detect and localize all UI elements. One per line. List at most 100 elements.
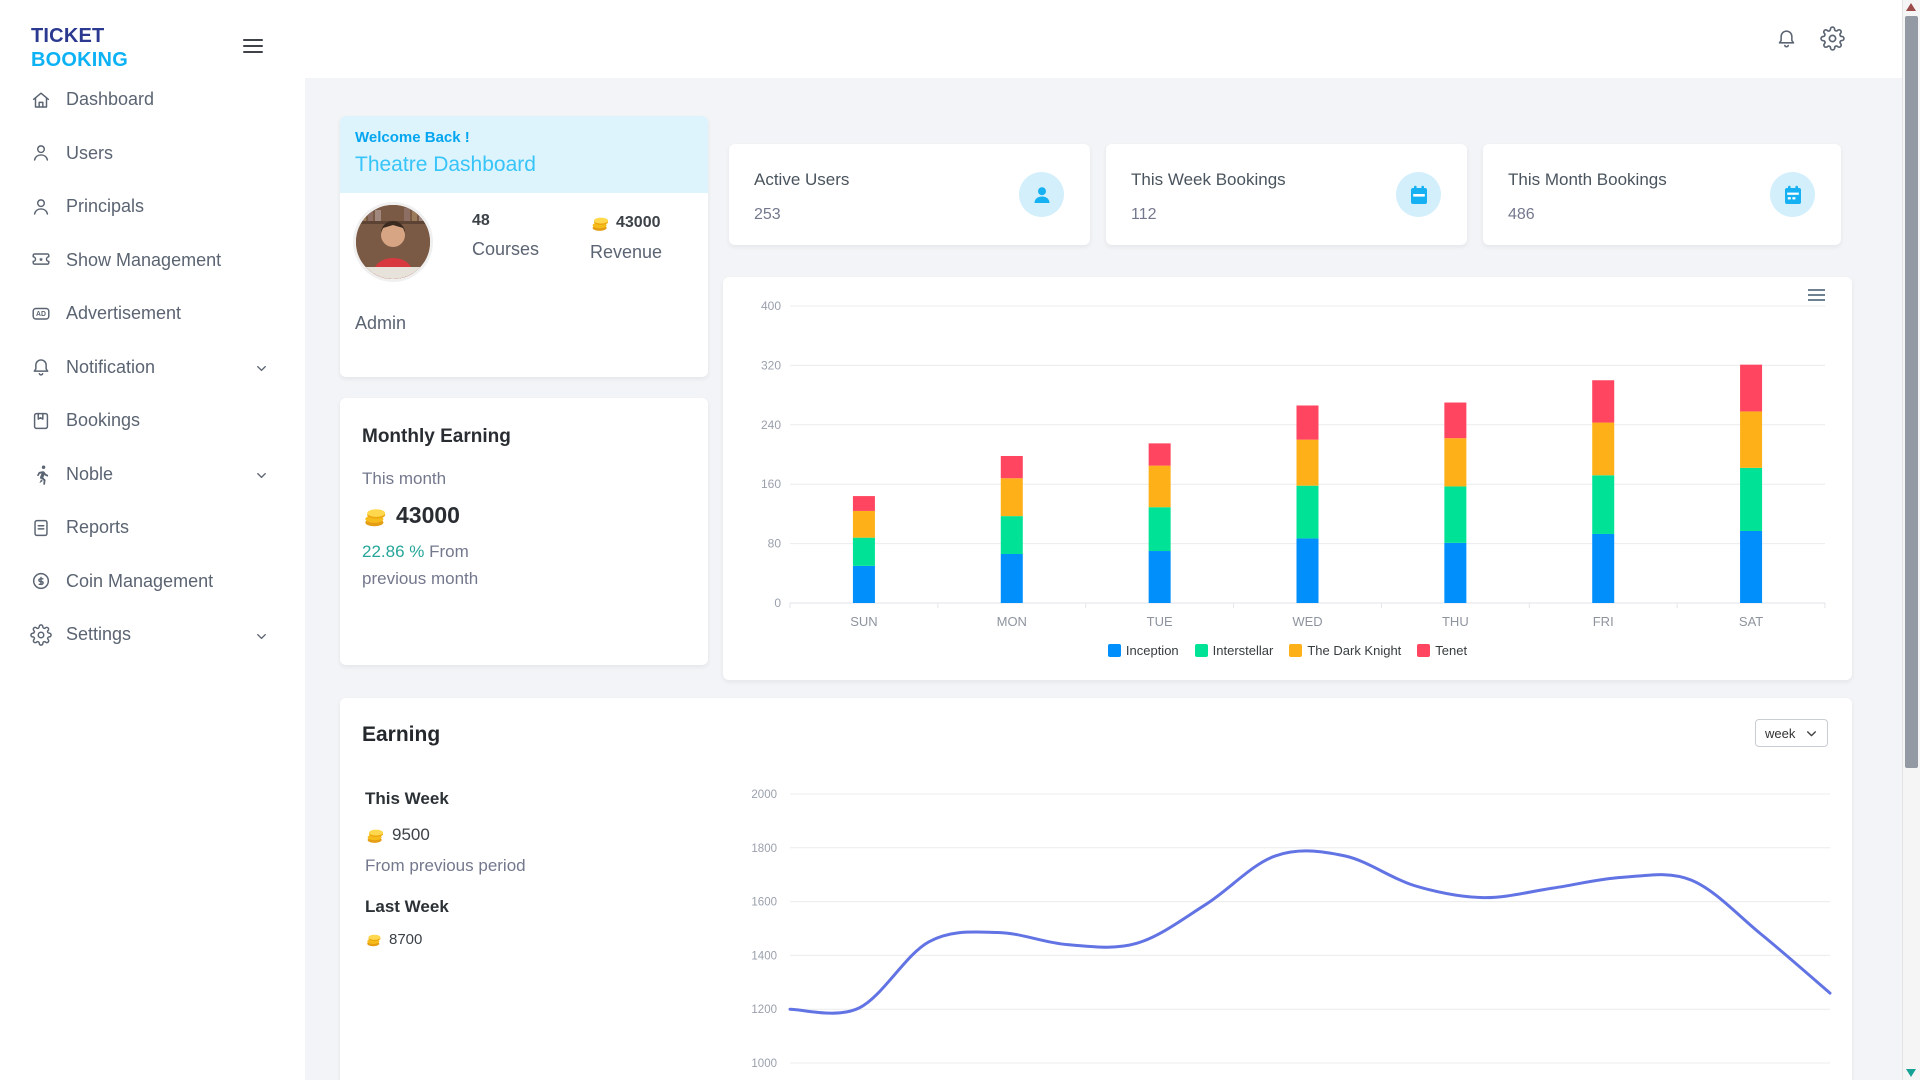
chart-legend: Inception Interstellar The Dark Knight Tene…	[723, 643, 1852, 658]
bar-segment-inception[interactable]	[1592, 533, 1615, 603]
sidebar-item-label: Settings	[66, 624, 132, 645]
home-icon	[32, 92, 50, 108]
bar-segment-the-dark-knight[interactable]	[852, 510, 875, 538]
notifications-bell-icon[interactable]	[1775, 27, 1798, 55]
bar-segment-the-dark-knight[interactable]	[1148, 465, 1171, 508]
bar-segment-the-dark-knight[interactable]	[1000, 478, 1023, 517]
sidebar-item-notification[interactable]: Notification	[0, 341, 305, 395]
bar-segment-inception[interactable]	[1148, 551, 1171, 603]
coins-icon	[365, 824, 386, 845]
bar-segment-inception[interactable]	[1000, 553, 1023, 603]
legend-label: The Dark Knight	[1307, 643, 1402, 658]
sidebar-item-coin-management[interactable]: Coin Management	[0, 555, 305, 609]
user-icon	[33, 198, 49, 215]
change-text: From previous month	[362, 542, 479, 588]
stat-value: 112	[1131, 206, 1157, 223]
stat-title: This Week Bookings	[1131, 170, 1286, 189]
sidebar-item-principals[interactable]: Principals	[0, 180, 305, 234]
bar-y-tick: 0	[774, 596, 781, 610]
bar-segment-interstellar[interactable]	[852, 537, 875, 566]
bar-segment-inception[interactable]	[852, 565, 875, 603]
sidebar-item-advertisement[interactable]: AD Advertisement	[0, 287, 305, 341]
bar-segment-the-dark-knight[interactable]	[1740, 411, 1763, 468]
bar-segment-interstellar[interactable]	[1296, 485, 1319, 539]
bar-y-tick: 320	[761, 358, 781, 372]
legend-item-inception[interactable]: Inception	[1107, 643, 1179, 658]
legend-swatch	[1289, 644, 1303, 657]
weekly-bookings-chart-card: 0 80 160 240 320 400 SUN MON TUE WED THU FRI SAT Inc…	[723, 277, 1852, 680]
earning-range-selector[interactable]: week	[1755, 719, 1828, 747]
line-y-tick: 1600	[751, 897, 777, 909]
bell-icon	[33, 359, 49, 376]
bar-segment-tenet[interactable]	[852, 496, 875, 511]
legend-label: Tenet	[1435, 643, 1468, 658]
bar-segment-tenet[interactable]	[1000, 455, 1023, 479]
legend-item-tenet[interactable]: Tenet	[1417, 643, 1467, 658]
bar-segment-inception[interactable]	[1740, 530, 1763, 603]
bar-segment-tenet[interactable]	[1148, 443, 1171, 466]
earning-card: Earning week This Week 9500 From previou…	[340, 698, 1852, 1080]
bar-segment-tenet[interactable]	[1296, 405, 1319, 440]
bar-segment-interstellar[interactable]	[1444, 486, 1467, 543]
bar-x-label: WED	[1292, 614, 1322, 629]
bar-segment-interstellar[interactable]	[1148, 507, 1171, 552]
bar-segment-tenet[interactable]	[1740, 364, 1763, 412]
settings-gear-icon[interactable]	[1820, 26, 1845, 56]
earning-title: Earning	[362, 723, 441, 746]
bar-segment-interstellar[interactable]	[1000, 516, 1023, 554]
calendar-month-icon	[1784, 185, 1801, 204]
bar-segment-the-dark-knight[interactable]	[1296, 439, 1319, 486]
chevron-down-icon	[257, 473, 266, 479]
sidebar-item-dashboard[interactable]: Dashboard	[0, 73, 305, 127]
gear-icon	[1820, 26, 1845, 51]
chevron-down-icon	[1807, 730, 1816, 736]
bar-segment-inception[interactable]	[1296, 538, 1319, 603]
legend-swatch	[1417, 644, 1431, 657]
bell-icon	[1778, 30, 1795, 48]
bar-segment-interstellar[interactable]	[1592, 475, 1615, 534]
scroll-up-arrow-icon[interactable]	[1906, 3, 1916, 11]
this-week-earning: This Week 9500 From previous period	[365, 789, 526, 876]
bar-x-label: SUN	[850, 614, 877, 629]
sidebar-item-label: Noble	[66, 463, 114, 484]
scroll-down-arrow-icon[interactable]	[1906, 1069, 1916, 1077]
scrollbar[interactable]	[1902, 0, 1920, 1080]
stat-card-this-month-bookings: This Month Bookings 486	[1483, 144, 1841, 245]
user-filled-icon	[1034, 186, 1049, 203]
bar-x-label: MON	[997, 614, 1027, 629]
scrollbar-thumb[interactable]	[1905, 16, 1918, 768]
coin-circle-icon	[32, 573, 50, 590]
sidebar-item-show-management[interactable]: Show Management	[0, 234, 305, 288]
earning-line-series	[788, 849, 1832, 1015]
bar-segment-the-dark-knight[interactable]	[1444, 438, 1467, 487]
legend-swatch	[1194, 644, 1208, 657]
user-role-label: Admin	[355, 313, 407, 333]
book-icon	[33, 412, 49, 429]
legend-item-the-dark-knight[interactable]: The Dark Knight	[1289, 643, 1401, 658]
bar-x-label: TUE	[1147, 614, 1173, 629]
bar-segment-tenet[interactable]	[1444, 402, 1467, 439]
bar-segment-inception[interactable]	[1444, 542, 1467, 603]
top-bar	[305, 0, 1902, 78]
courses-value: 48	[472, 212, 490, 229]
bar-segment-interstellar[interactable]	[1740, 467, 1763, 531]
chart-menu-icon[interactable]	[1808, 289, 1825, 304]
bar-segment-the-dark-knight[interactable]	[1592, 422, 1615, 476]
monthly-earning-amount: 43000	[396, 502, 460, 528]
monthly-earning-change: 22.86 % From previous month	[362, 538, 517, 592]
bar-segment-tenet[interactable]	[1592, 380, 1615, 423]
sidebar-item-users[interactable]: Users	[0, 127, 305, 181]
line-y-tick: 1400	[751, 950, 777, 962]
sidebar-item-noble[interactable]: Noble	[0, 448, 305, 502]
menu-toggle-hamburger-icon[interactable]	[243, 39, 263, 54]
stat-icon-badge	[1396, 172, 1441, 217]
bar-y-tick: 80	[768, 537, 782, 551]
legend-item-interstellar[interactable]: Interstellar	[1194, 643, 1273, 658]
sidebar-item-settings[interactable]: Settings	[0, 608, 305, 662]
stat-icon-badge	[1770, 172, 1815, 217]
sidebar-item-label: Show Management	[66, 249, 222, 270]
sidebar-item-bookings[interactable]: Bookings	[0, 394, 305, 448]
coins-icon	[362, 502, 389, 529]
sidebar-item-label: Coin Management	[66, 570, 214, 591]
sidebar-item-reports[interactable]: Reports	[0, 501, 305, 555]
